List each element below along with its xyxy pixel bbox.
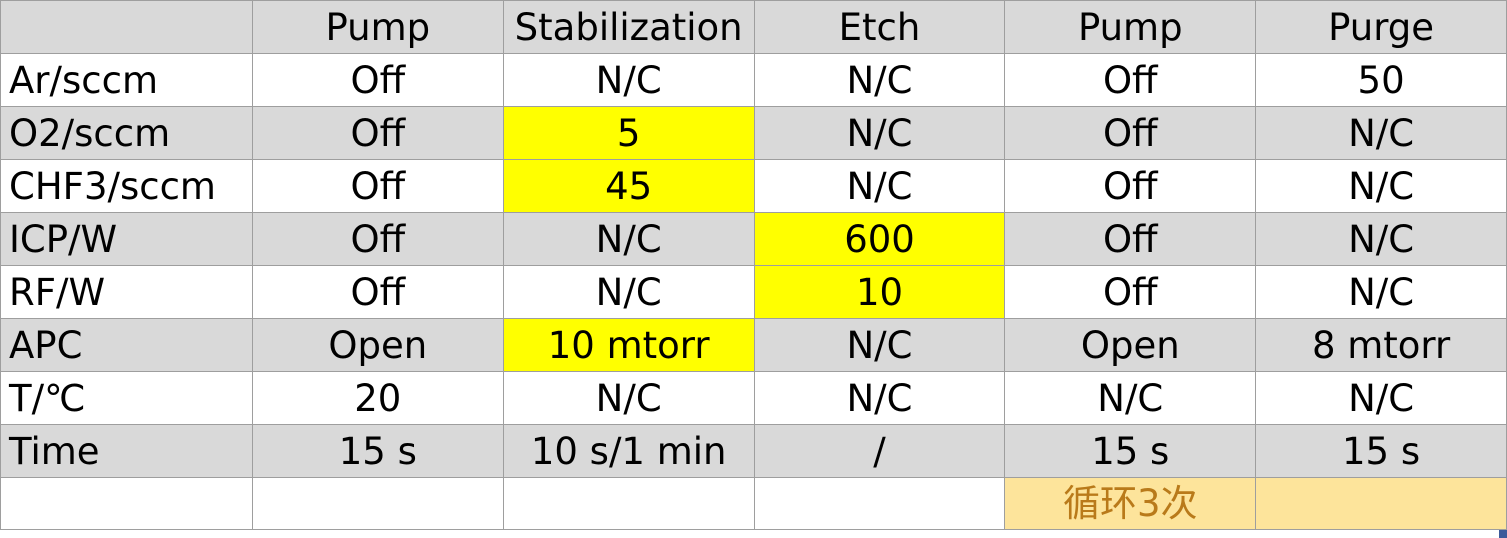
header-cell-pump-1[interactable]: Pump [251, 0, 504, 54]
table-cell[interactable]: N/C [1255, 265, 1507, 319]
table-row: ICP/W Off N/C 600 Off N/C [0, 212, 1507, 266]
table-cell[interactable]: Off [1004, 53, 1257, 107]
header-cell-stabilization[interactable]: Stabilization [502, 0, 755, 54]
table-cell[interactable]: Off [251, 53, 504, 107]
table-cell[interactable]: Off [1004, 106, 1257, 160]
table-cell-empty[interactable] [0, 477, 253, 530]
row-label-time[interactable]: Time [0, 424, 253, 478]
table-row: APC Open 10 mtorr N/C Open 8 mtorr [0, 318, 1507, 372]
table-cell[interactable]: / [753, 424, 1006, 478]
table-cell-empty[interactable] [502, 477, 755, 530]
table-cell[interactable]: 15 s [1004, 424, 1257, 478]
table-row: T/℃ 20 N/C N/C N/C N/C [0, 371, 1507, 425]
footer-row: 循环3次 [0, 477, 1507, 530]
table-cell-empty[interactable] [251, 477, 504, 530]
row-label-apc[interactable]: APC [0, 318, 253, 372]
cycle-note-cell[interactable]: 循环3次 [1004, 477, 1257, 530]
table-cell[interactable]: Off [251, 265, 504, 319]
table-row: O2/sccm Off 5 N/C Off N/C [0, 106, 1507, 160]
table-cell[interactable]: 10 s/1 min [502, 424, 755, 478]
table-cell[interactable]: 20 [251, 371, 504, 425]
table-row: RF/W Off N/C 10 Off N/C [0, 265, 1507, 319]
table-cell-highlighted[interactable]: 10 [753, 265, 1006, 319]
table-cell[interactable]: Off [251, 159, 504, 213]
table-cell-highlighted[interactable]: 45 [502, 159, 755, 213]
table-row: Time 15 s 10 s/1 min / 15 s 15 s [0, 424, 1507, 478]
table-cell[interactable]: N/C [1255, 159, 1507, 213]
table-row: CHF3/sccm Off 45 N/C Off N/C [0, 159, 1507, 213]
table-cell[interactable]: N/C [1004, 371, 1257, 425]
header-cell-purge[interactable]: Purge [1255, 0, 1507, 54]
table-cell[interactable]: 8 mtorr [1255, 318, 1507, 372]
table-cell[interactable]: Off [1004, 212, 1257, 266]
table-cell[interactable]: N/C [1255, 212, 1507, 266]
table-cell[interactable]: N/C [1255, 106, 1507, 160]
table-cell[interactable]: Off [1004, 159, 1257, 213]
table-cell[interactable]: Off [251, 212, 504, 266]
table-cell-highlighted[interactable]: 5 [502, 106, 755, 160]
table-cell[interactable]: N/C [753, 159, 1006, 213]
row-label-chf3[interactable]: CHF3/sccm [0, 159, 253, 213]
table-cell[interactable]: N/C [502, 53, 755, 107]
header-cell-blank[interactable] [0, 0, 253, 54]
header-row: Pump Stabilization Etch Pump Purge [0, 0, 1507, 54]
table-cell[interactable]: N/C [753, 371, 1006, 425]
table-cell[interactable]: Off [251, 106, 504, 160]
row-label-o2[interactable]: O2/sccm [0, 106, 253, 160]
table-cell[interactable]: N/C [753, 318, 1006, 372]
header-cell-pump-2[interactable]: Pump [1004, 0, 1257, 54]
table-cell-highlighted[interactable]: 10 mtorr [502, 318, 755, 372]
table-row: Ar/sccm Off N/C N/C Off 50 [0, 53, 1507, 107]
table-cell[interactable]: N/C [502, 371, 755, 425]
table-cell[interactable]: Open [251, 318, 504, 372]
header-cell-etch[interactable]: Etch [753, 0, 1006, 54]
table-cell-empty-tinted[interactable] [1255, 477, 1507, 530]
table-cell[interactable]: 15 s [251, 424, 504, 478]
table-cell[interactable]: Open [1004, 318, 1257, 372]
row-label-icp[interactable]: ICP/W [0, 212, 253, 266]
table-cell[interactable]: N/C [502, 212, 755, 266]
table-cell[interactable]: N/C [502, 265, 755, 319]
fill-handle[interactable] [1499, 530, 1507, 538]
table-cell[interactable]: 50 [1255, 53, 1507, 107]
table-cell[interactable]: N/C [753, 53, 1006, 107]
table-cell-empty[interactable] [753, 477, 1006, 530]
table-cell-highlighted[interactable]: 600 [753, 212, 1006, 266]
row-label-ar[interactable]: Ar/sccm [0, 53, 253, 107]
row-label-rf[interactable]: RF/W [0, 265, 253, 319]
table-cell[interactable]: N/C [753, 106, 1006, 160]
row-label-temperature[interactable]: T/℃ [0, 371, 253, 425]
table-cell[interactable]: Off [1004, 265, 1257, 319]
table-cell[interactable]: 15 s [1255, 424, 1507, 478]
table-cell[interactable]: N/C [1255, 371, 1507, 425]
